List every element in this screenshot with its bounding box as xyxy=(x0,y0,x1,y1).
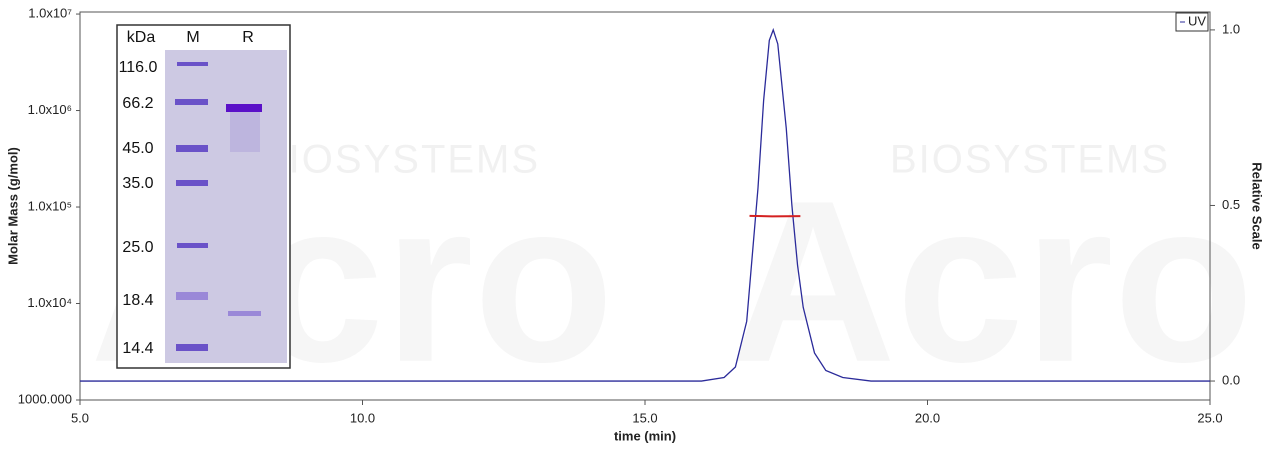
x-tick-label: 10.0 xyxy=(350,410,375,425)
legend-box xyxy=(1175,12,1209,32)
sample-band xyxy=(228,311,261,316)
marker-label: 66.2 xyxy=(122,95,153,112)
band xyxy=(176,180,208,186)
gel xyxy=(165,50,287,363)
band xyxy=(176,145,208,152)
sample-band xyxy=(226,104,262,112)
x-tick-label: 20.0 xyxy=(915,410,940,425)
marker-label: 25.0 xyxy=(122,239,153,256)
marker-bands xyxy=(175,62,208,351)
y2-tick-label: 0.5 xyxy=(1222,197,1240,212)
y-tick-label: 1000.000 xyxy=(18,391,72,406)
watermark-brand: BIOSYSTEMS xyxy=(890,138,1170,182)
marker-label: 116.0 xyxy=(119,59,158,76)
y2-tick-label: 0.0 xyxy=(1222,372,1240,387)
smear xyxy=(230,112,260,152)
marker-label: 35.0 xyxy=(122,175,153,192)
y-tick-label: 1.0x10⁴ xyxy=(27,295,72,310)
legend-label: UV xyxy=(1188,13,1206,28)
band xyxy=(177,62,208,66)
inset-header: M xyxy=(186,29,199,46)
series-line xyxy=(749,214,801,218)
marker-label: 45.0 xyxy=(122,140,153,157)
band xyxy=(176,344,208,351)
marker-label: 18.4 xyxy=(122,292,153,309)
band xyxy=(175,99,208,105)
y-tick-label: 1.0x10⁵ xyxy=(28,198,72,213)
y-tick-label: 1.0x10⁷ xyxy=(28,5,72,20)
series-line xyxy=(80,27,1210,382)
y2-axis-label: Relative Scale xyxy=(1250,162,1265,249)
y-axis-label: Molar Mass (g/mol) xyxy=(5,147,20,265)
x-axis-label: time (min) xyxy=(614,428,676,443)
inset-header: R xyxy=(242,29,254,46)
gel-inset: kDa M R 116.0 66.2 45.0 35.0 25.0 18.4 1… xyxy=(116,24,291,369)
y2-tick-label: 1.0 xyxy=(1222,21,1240,36)
watermark-logo: Acro xyxy=(730,153,1254,410)
watermark: Acro Acro BIOSYSTEMS BIOSYSTEMS xyxy=(90,138,1254,410)
band xyxy=(177,243,208,248)
band xyxy=(176,292,208,300)
x-tick-label: 25.0 xyxy=(1197,410,1222,425)
y-tick-label: 1.0x10⁶ xyxy=(28,102,72,117)
inset-header: kDa xyxy=(127,29,156,46)
watermark-brand: BIOSYSTEMS xyxy=(260,138,540,182)
x-tick-label: 5.0 xyxy=(71,410,89,425)
marker-label: 14.4 xyxy=(122,340,153,357)
x-tick-label: 15.0 xyxy=(632,410,657,425)
